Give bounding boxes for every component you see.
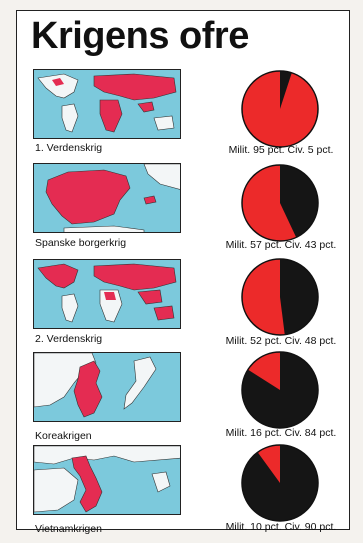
war-name-1: 1. Verdenskrig: [35, 142, 103, 154]
pie-outline: [241, 351, 319, 429]
pie-label-3: Milit. 52 pct. Civ. 48 pct.: [225, 335, 337, 347]
pie-slice-civilian: [241, 445, 318, 521]
war-name-4: Koreakrigen: [35, 430, 92, 442]
map-spanske-borgerkrig: [33, 163, 181, 233]
page-title: Krigens ofre: [31, 15, 249, 57]
pie-vietnamkrigen: [241, 444, 319, 522]
war-name-2: Spanske borgerkrig: [35, 237, 127, 249]
pie-outline: [241, 70, 319, 148]
war-name-3: 2. Verdenskrig: [35, 333, 103, 345]
pie-outline: [241, 164, 319, 242]
pie-slice-civilian: [242, 352, 319, 428]
infographic-frame: Krigens ofre 1. Verdenskrig Spanske borg…: [16, 10, 350, 535]
pie-slice-civilian: [280, 259, 318, 335]
pie-label-4: Milit. 16 pct. Civ. 84 pct.: [225, 427, 337, 439]
map-1-verdenskrig: [33, 69, 181, 139]
pie-outline: [241, 444, 319, 522]
map-2-verdenskrig: [33, 259, 181, 329]
pie-koreakrigen: [241, 351, 319, 429]
map-vietnamkrigen: [33, 445, 181, 515]
pie-outline: [241, 258, 319, 336]
map-koreakrigen: [33, 352, 181, 422]
pie-label-5: Milit. 10 pct. Civ. 90 pct.: [225, 521, 337, 533]
pie-2-verdenskrig: [241, 258, 319, 336]
pie-slice-civilian: [280, 71, 292, 109]
pie-label-1: Milit. 95 pct. Civ. 5 pct.: [228, 144, 334, 156]
pie-slice-civilian: [280, 165, 318, 238]
war-name-5: Vietnamkrigen: [35, 523, 102, 535]
pie-label-2: Milit. 57 pct. Civ. 43 pct.: [225, 239, 337, 251]
pie-1-verdenskrig: [241, 70, 319, 148]
pie-spanske-borgerkrig: [241, 164, 319, 242]
